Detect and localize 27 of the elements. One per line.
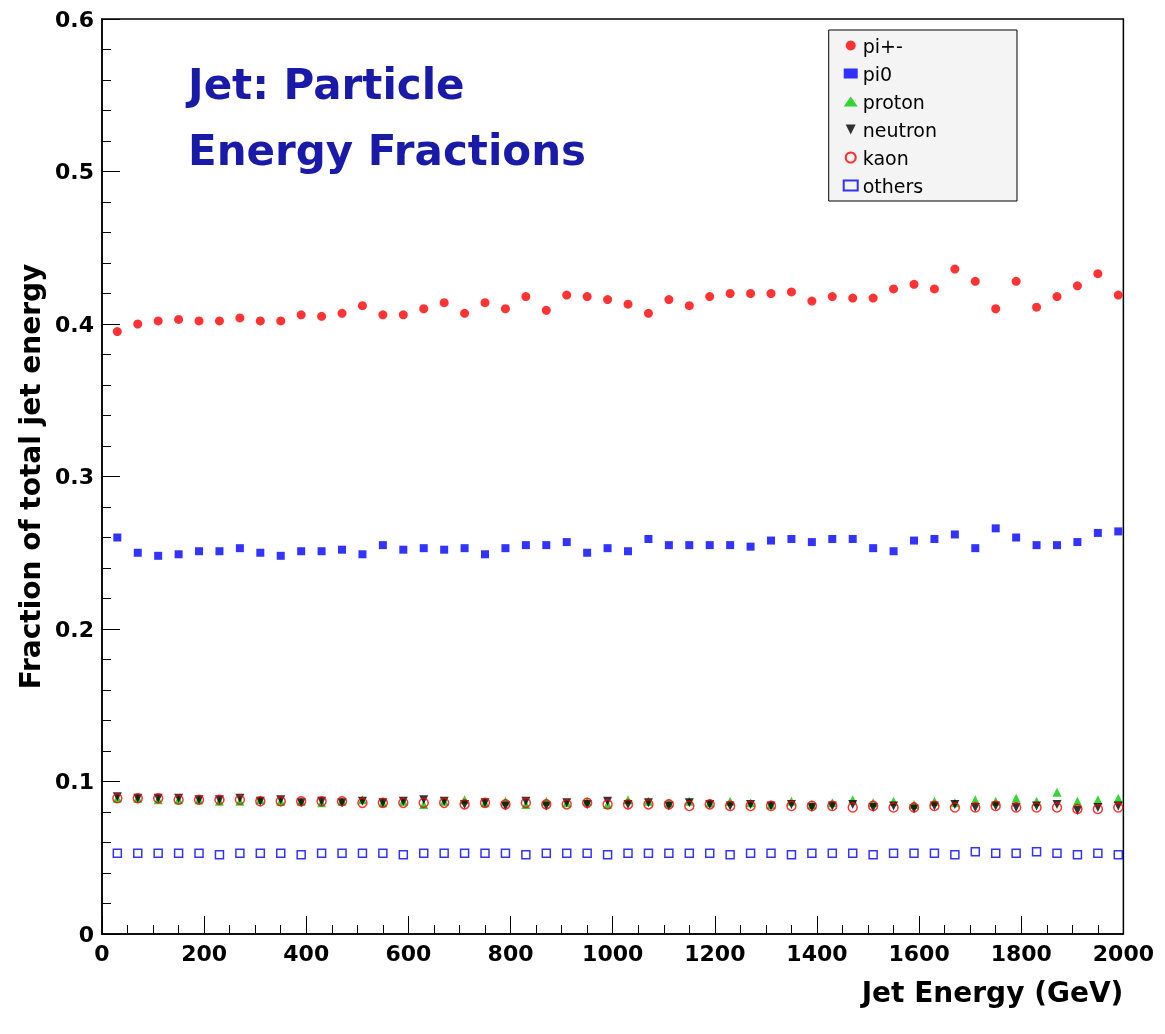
x-axis-title: Jet Energy (GeV): [859, 975, 1124, 1009]
legend-label: others: [862, 174, 924, 197]
x-tick-label: 1000: [582, 940, 644, 966]
legend-label: neutron: [862, 118, 938, 141]
y-tick-label: 0: [78, 921, 94, 947]
x-tick-label: 1600: [888, 940, 950, 966]
legend-label: kaon: [862, 146, 909, 169]
y-tick-label: 0.2: [55, 616, 94, 642]
text: Jet: Particle Energy Fractions: [185, 59, 587, 175]
x-tick-label: 2000: [1092, 940, 1154, 966]
legend-label: proton: [862, 90, 925, 113]
x-tick-label: 400: [283, 940, 330, 966]
x-tick-label: 1400: [786, 940, 848, 966]
y-tick-label: 0.1: [55, 769, 94, 794]
legend-label: pi0: [862, 62, 893, 85]
x-tick-label: 600: [385, 940, 432, 966]
y-axis-title: Fraction of total jet energy: [13, 263, 47, 690]
x-tick-label: 0: [94, 940, 110, 966]
x-tick-label: 1200: [684, 940, 746, 966]
y-tick-label: 0.3: [55, 464, 94, 489]
x-tick-label: 200: [181, 940, 228, 966]
y-tick-label: 0.5: [55, 159, 94, 184]
x-tick-label: 1800: [990, 940, 1052, 966]
y-tick-label: 0.4: [55, 311, 94, 337]
y-tick-label: 0.6: [55, 6, 94, 32]
x-tick-label: 800: [487, 940, 534, 966]
legend-label: pi+-: [862, 34, 903, 57]
